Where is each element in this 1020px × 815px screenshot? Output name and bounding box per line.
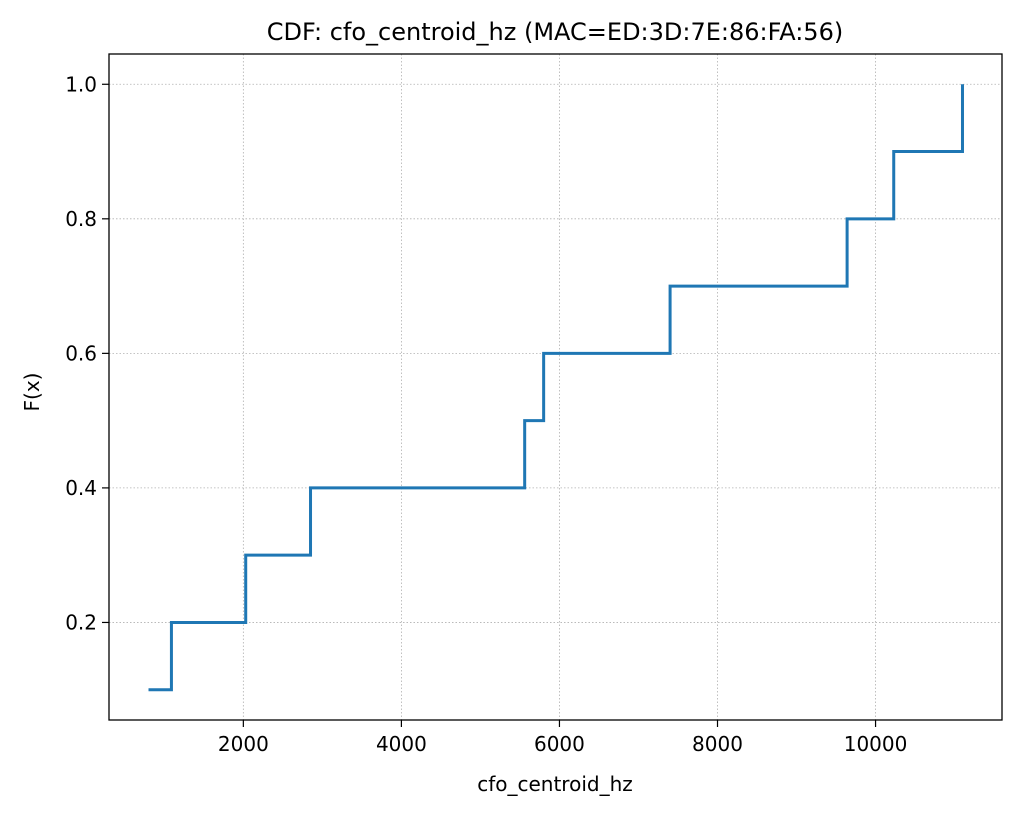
axes-frame	[108, 53, 1003, 721]
x-tick-label: 10000	[844, 732, 908, 756]
ticks: 2000 4000 6000 8000 10000 0.2 0.4 0.6 0.8 1.0	[65, 72, 907, 756]
grid	[109, 54, 1002, 720]
x-tick-label: 8000	[692, 732, 743, 756]
y-tick-label: 0.2	[65, 610, 97, 634]
series-layer	[148, 84, 964, 692]
y-tick-label: 0.4	[65, 476, 97, 500]
cdf-step-line	[148, 84, 964, 692]
y-tick-label: 1.0	[65, 72, 97, 96]
y-tick-label: 0.8	[65, 207, 97, 231]
x-tick-label: 6000	[534, 732, 585, 756]
y-axis-label: F(x)	[20, 373, 44, 412]
x-tick-label: 4000	[376, 732, 427, 756]
x-tick-label: 2000	[218, 732, 269, 756]
x-axis-label: cfo_centroid_hz	[477, 772, 633, 796]
chart-title: CDF: cfo_centroid_hz (MAC=ED:3D:7E:86:FA…	[267, 18, 843, 46]
y-tick-label: 0.6	[65, 341, 97, 365]
